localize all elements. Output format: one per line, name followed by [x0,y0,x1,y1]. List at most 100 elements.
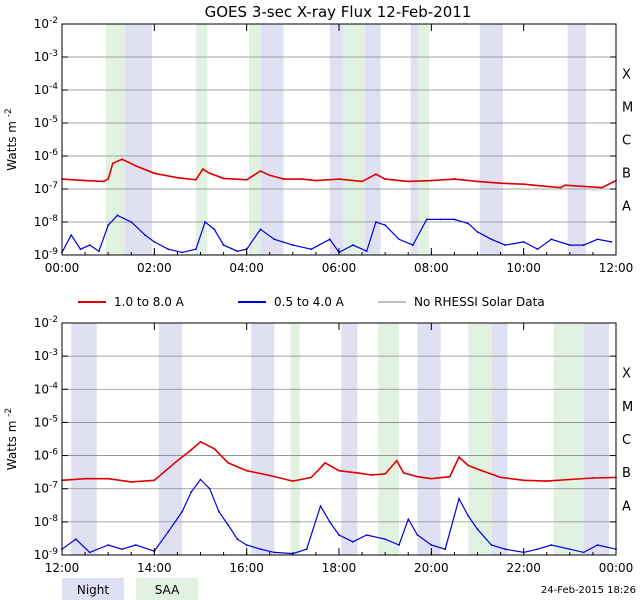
bottom-flare-class-M: M [622,400,633,415]
top-series-short-line [61,214,612,254]
bottom-series-0-point [84,477,86,480]
bottom-series-1-point [365,534,368,536]
bottom-series-1-point [134,544,137,546]
top-series-0-point [375,173,377,176]
top-series-1-point [213,228,216,231]
bottom-series-0-point [545,480,548,482]
bottom-series-1-point [218,510,220,513]
band-legend-swatch-night [62,578,124,600]
top-series-1-point [98,250,100,253]
top-saa-band-1 [195,24,208,255]
bottom-flare-class-A: A [622,499,631,514]
bottom-ytick-label: 10-5 [34,414,58,429]
top-night-band-1 [260,24,284,255]
bottom-night-band-6 [583,323,610,555]
bottom-flare-class-X: X [622,367,631,382]
bottom-series-0-point [310,476,313,479]
top-series-1-point [259,228,262,231]
bottom-saa-band-2 [468,323,492,555]
bottom-ytick-label: 10-3 [34,348,58,363]
top-series-1-point [328,238,331,241]
top-series-1-point [490,238,493,241]
legend-label-1: 0.5 to 4.0 A [274,295,345,309]
bottom-night-band-4 [417,323,441,555]
bottom-xtick-label: 18:00 [322,561,357,575]
bottom-series-1-point [384,538,387,541]
top-series-1-point [167,248,170,251]
top-series-1-point [550,238,553,241]
top-flare-class-A: A [622,200,631,215]
bottom-series-0-point [568,478,571,481]
top-series-1-point [181,251,183,254]
bottom-series-1-point [351,540,354,543]
bottom-series-1-point [227,524,230,526]
bottom-series-1-point [458,497,460,500]
legend-label-2: No RHESSI Solar Data [414,295,545,309]
bottom-series-1-point [305,548,308,551]
top-series-1-point [375,221,377,223]
grid-layer [62,56,616,523]
bottom-series-0-point [190,448,193,451]
chart-title: GOES 3-sec X-ray Flux 12-Feb-2011 [205,3,472,21]
bottom-series-1-point [467,515,470,517]
top-series-0-point [268,174,271,177]
top-series-1-point [467,222,470,225]
top-saa-band-2 [248,24,261,255]
top-series-1-point [153,240,156,243]
bottom-series-1-point [430,544,433,546]
top-night-band-5 [479,24,503,255]
top-series-0-point [201,168,204,171]
top-series-1-point [439,218,442,221]
top-series-1-point [568,244,571,246]
bottom-ytick-label: 10-4 [34,381,59,396]
bottom-night-band-3 [341,323,358,555]
bottom-series-1-point [476,528,479,531]
top-xtick-label: 06:00 [322,261,357,275]
top-series-0-point [315,179,317,182]
bottom-series-0-point [370,474,373,476]
top-series-0-point [102,180,105,183]
top-series-1-point [596,238,599,241]
band-legend-label-night: Night [77,583,110,597]
bottom-y-axis-label: Watts m -2 [4,408,19,470]
top-xtick-label: 02:00 [137,261,172,275]
bottom-series-short-line [61,478,617,555]
top-series-1-point [476,231,479,233]
bottom-ytick-label: 10-8 [34,514,59,529]
bottom-series-1-point [107,544,110,546]
bottom-series-0-point [458,456,460,458]
top-series-0-point [245,178,248,181]
bottom-xtick-label: 16:00 [229,561,264,575]
bottom-xtick-label: 00:00 [599,561,634,575]
bottom-series-1-point [259,548,262,551]
bottom-saa-band-1 [378,323,400,555]
top-series-0-point [582,185,585,188]
bottom-series-1-point [167,530,170,533]
bottom-series-1-point [121,548,123,551]
band-legend-label-saa: SAA [155,583,180,597]
bottom-series-1-point [273,551,276,554]
bottom-series-1-point [416,534,419,536]
top-ytick-label: 10-7 [34,181,58,196]
top-series-1-point [70,234,73,237]
bottom-series-0-point [402,472,405,474]
top-xtick-label: 04:00 [229,261,264,275]
bottom-series-0-point [467,464,470,467]
bottom-xtick-label: 14:00 [137,561,172,575]
bottom-saa-band-0 [290,323,300,555]
top-series-0-point [601,186,604,189]
top-y-axis-label: Watts m -2 [4,108,19,170]
top-saa-band-4 [417,24,430,255]
bottom-series-0-point [199,440,202,443]
top-series-1-point [222,244,225,246]
bottom-series-1-point [208,487,211,490]
bottom-series-0-point [324,462,327,464]
top-series-1-point [116,214,119,217]
top-xtick-label: 10:00 [506,261,541,275]
top-series-0-point [84,179,86,182]
bottom-series-0-point [592,477,594,479]
top-xtick-label: 00:00 [45,261,80,275]
series-layer [61,158,617,555]
bottom-series-0-point [176,459,179,462]
